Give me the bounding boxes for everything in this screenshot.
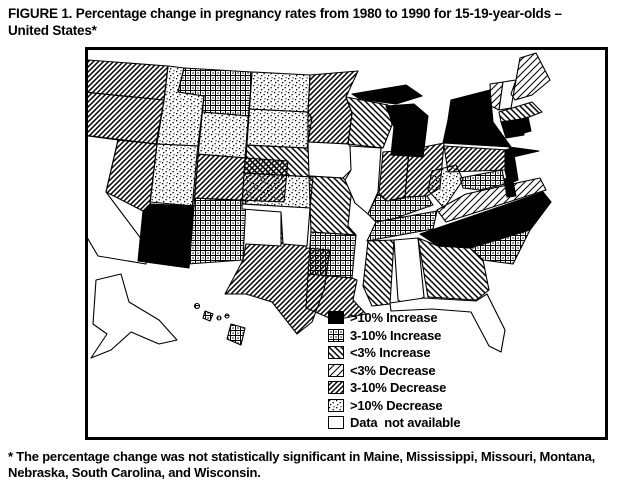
- legend-swatch-data-not-available: [328, 416, 344, 430]
- state-delaware: [503, 176, 517, 198]
- legend-item-3-10-increase: 3-10% Increase: [328, 327, 568, 345]
- state-massachusetts: [498, 101, 543, 123]
- state-mississippi: [362, 239, 395, 307]
- legend-label: Data not available: [350, 415, 461, 431]
- legend-label: <3% Increase: [350, 345, 431, 361]
- legend-swatch-3-10-increase: [328, 328, 344, 342]
- state-michigan: [351, 84, 429, 158]
- figure-title-line2: United States*: [8, 23, 97, 38]
- state-new-mexico: [187, 197, 247, 265]
- legend-swatch-gt10-increase: [328, 311, 344, 325]
- legend-item-data-not-available: Data not available: [328, 414, 568, 432]
- state-maryland: [459, 169, 506, 191]
- legend-label: <3% Decrease: [350, 362, 436, 378]
- legend-swatch-gt10-decrease: [328, 398, 344, 412]
- state-north-dakota: [248, 71, 311, 113]
- us-choropleth-map: [88, 52, 552, 363]
- legend-item-gt10-increase: >10% Increase: [328, 309, 568, 327]
- state-illinois: [344, 145, 382, 215]
- state-wyoming: [196, 111, 250, 159]
- legend-swatch-lt3-decrease: [328, 363, 344, 377]
- state-south-dakota: [245, 108, 313, 149]
- legend-label: >10% Decrease: [350, 397, 443, 413]
- state-arkansas: [307, 231, 357, 279]
- legend-item-lt3-decrease: <3% Decrease: [328, 362, 568, 380]
- legend-item-lt3-increase: <3% Increase: [328, 344, 568, 362]
- legend-label: >10% Increase: [350, 310, 438, 326]
- state-arizona: [137, 203, 195, 269]
- figure-footnote: * The percentage change was not statisti…: [8, 449, 596, 480]
- state-indiana: [378, 149, 410, 202]
- state-utah: [149, 143, 200, 207]
- state-west-virginia: [427, 164, 464, 209]
- map-legend: >10% Increase 3-10% Increase <3% Increas…: [328, 309, 568, 432]
- state-maine: [510, 52, 551, 101]
- legend-swatch-3-10-decrease: [328, 381, 344, 395]
- state-rhode-island: [520, 116, 532, 134]
- state-wisconsin: [345, 96, 393, 149]
- state-virginia: [436, 177, 547, 223]
- state-florida: [389, 293, 506, 353]
- legend-label: 3-10% Increase: [350, 327, 442, 343]
- legend-label: 3-10% Decrease: [350, 380, 447, 396]
- state-connecticut: [500, 118, 525, 139]
- figure-title-line1: FIGURE 1. Percentage change in pregnancy…: [8, 6, 562, 21]
- figure-title: FIGURE 1. Percentage change in pregnancy…: [8, 5, 624, 39]
- legend-item-3-10-decrease: 3-10% Decrease: [328, 379, 568, 397]
- state-louisiana: [305, 273, 367, 321]
- state-alaska: [88, 273, 178, 363]
- legend-swatch-lt3-increase: [328, 346, 344, 360]
- state-south-carolina: [469, 229, 531, 265]
- state-nebraska: [243, 144, 318, 178]
- state-oklahoma: [241, 203, 311, 247]
- map-frame: >10% Increase 3-10% Increase <3% Increas…: [85, 47, 608, 440]
- state-hawaii: [193, 302, 246, 346]
- legend-item-gt10-decrease: >10% Decrease: [328, 397, 568, 415]
- state-kansas: [241, 172, 314, 209]
- state-new-york: [442, 89, 540, 158]
- state-oregon: [88, 91, 165, 145]
